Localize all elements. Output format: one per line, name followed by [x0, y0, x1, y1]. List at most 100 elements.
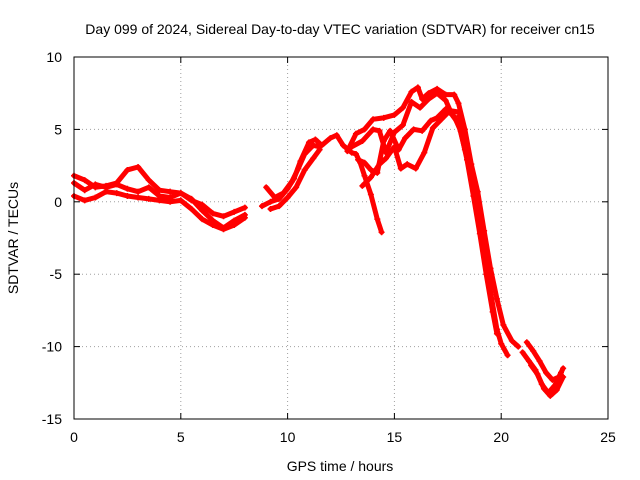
- x-tick-label: 5: [177, 429, 185, 445]
- data-point: [167, 198, 174, 205]
- data-point: [167, 188, 174, 195]
- data-point: [408, 98, 415, 105]
- x-tick-label: 20: [493, 429, 509, 445]
- data-point: [344, 148, 351, 155]
- data-point: [124, 166, 131, 173]
- data-point: [113, 181, 120, 188]
- y-tick-label: -10: [42, 339, 62, 355]
- y-tick-label: 10: [46, 49, 62, 65]
- data-point: [434, 90, 441, 97]
- data-point: [376, 161, 383, 168]
- data-point: [355, 156, 362, 163]
- data-point: [367, 174, 374, 181]
- data-point: [419, 127, 426, 134]
- data-point: [209, 221, 216, 228]
- data-point: [209, 210, 216, 217]
- y-axis-label: SDTVAR / TECUs: [5, 182, 21, 294]
- data-point: [498, 340, 505, 347]
- data-point: [530, 347, 537, 354]
- data-point: [483, 271, 490, 278]
- plot-frame: [73, 56, 609, 420]
- data-point: [553, 387, 560, 394]
- data-point: [493, 330, 500, 337]
- data-point: [135, 194, 142, 201]
- data-point: [361, 172, 368, 179]
- y-tick-label: -5: [50, 266, 63, 282]
- data-point: [504, 352, 511, 359]
- data-point: [199, 216, 206, 223]
- x-tick-label: 15: [387, 429, 403, 445]
- data-point: [397, 165, 404, 172]
- data-point: [519, 349, 526, 356]
- data-point: [534, 371, 541, 378]
- data-point: [124, 193, 131, 200]
- data-point: [391, 111, 398, 118]
- data-point: [402, 135, 409, 142]
- data-point: [387, 127, 394, 134]
- data-point: [333, 132, 340, 139]
- data-point: [547, 392, 554, 399]
- data-point: [560, 374, 567, 381]
- data-point: [359, 182, 366, 189]
- data-point: [359, 137, 366, 144]
- data-point: [231, 208, 238, 215]
- x-axis-label: GPS time / hours: [287, 458, 394, 474]
- data-point: [560, 365, 567, 372]
- data-point: [316, 146, 323, 153]
- data-point: [468, 174, 475, 181]
- data-point: [374, 216, 381, 223]
- data-point: [361, 126, 368, 133]
- data-point: [135, 164, 142, 171]
- data-point: [408, 88, 415, 95]
- data-point: [438, 116, 445, 123]
- data-point: [199, 207, 206, 214]
- data-point: [380, 114, 387, 121]
- y-tick-label: -15: [42, 411, 62, 427]
- data-point: [399, 104, 406, 111]
- data-point: [508, 337, 515, 344]
- data-point: [135, 188, 142, 195]
- data-point: [177, 190, 184, 197]
- data-point: [451, 113, 458, 120]
- data-point: [340, 142, 347, 149]
- plot-area: [71, 84, 567, 399]
- data-point: [220, 213, 227, 220]
- data-point: [419, 95, 426, 102]
- data-point: [434, 114, 441, 121]
- series-track: [263, 142, 323, 201]
- data-point: [301, 151, 308, 158]
- data-point: [288, 178, 295, 185]
- data-point: [461, 137, 468, 144]
- series-track: [359, 107, 475, 189]
- y-tick-label: 0: [54, 194, 62, 210]
- data-point: [380, 137, 387, 144]
- data-point: [188, 195, 195, 202]
- data-point: [470, 193, 477, 200]
- data-point: [124, 185, 131, 192]
- data-point: [404, 161, 411, 168]
- data-point: [327, 135, 334, 142]
- data-point: [177, 197, 184, 204]
- data-point: [370, 116, 377, 123]
- data-point: [156, 187, 163, 194]
- x-tick-label: 0: [70, 429, 78, 445]
- data-point: [382, 155, 389, 162]
- data-point: [92, 181, 99, 188]
- data-point: [425, 90, 432, 97]
- data-point: [421, 149, 428, 156]
- data-point: [231, 221, 238, 228]
- data-point: [391, 143, 398, 150]
- data-point: [451, 91, 458, 98]
- data-point: [429, 124, 436, 131]
- data-point: [284, 194, 291, 201]
- data-point: [493, 295, 500, 302]
- data-point: [267, 206, 274, 213]
- x-tick-label: 25: [600, 429, 616, 445]
- data-point: [188, 206, 195, 213]
- data-point: [376, 127, 383, 134]
- data-point: [81, 177, 88, 184]
- data-point: [220, 226, 227, 233]
- y-tick-label: 5: [54, 121, 62, 137]
- data-point: [241, 204, 248, 211]
